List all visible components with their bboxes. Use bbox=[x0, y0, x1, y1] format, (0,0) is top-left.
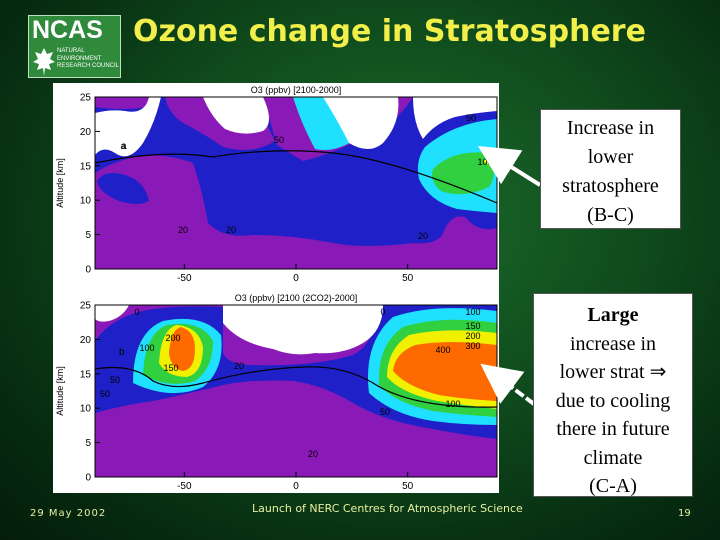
logo-word: NCAS bbox=[32, 16, 103, 44]
p1-blue-region bbox=[95, 97, 497, 246]
contour-label: 300 bbox=[465, 341, 480, 351]
contour-label: 20 bbox=[418, 231, 428, 241]
panel-1-field bbox=[95, 97, 497, 269]
callout-bottom-line-5: climate bbox=[583, 446, 643, 469]
x-tick-label: -50 bbox=[177, 273, 192, 284]
callout-bottom-line-1: increase in bbox=[569, 332, 657, 355]
p1-white-2 bbox=[203, 97, 269, 134]
panel-2: O3 (ppbv) [2100 (2CO2)-2000] Altitude [k… bbox=[55, 293, 498, 492]
contour-label: 50 bbox=[110, 375, 120, 385]
callout-top-line-1: Increase in bbox=[566, 117, 655, 139]
region-annotation: b bbox=[119, 347, 125, 358]
contour-label: 150 bbox=[163, 363, 178, 373]
footer-page-number: 19 bbox=[678, 508, 691, 519]
callout-bottom-line-6: (C-A) bbox=[589, 475, 637, 497]
y-tick-label: 15 bbox=[80, 161, 92, 172]
logo-sub-1: NATURAL bbox=[57, 48, 85, 54]
p2-orange-2 bbox=[393, 342, 497, 401]
panel-1: O3 (ppbv) [2100-2000] Altitude [km] 0 5 10… bbox=[55, 85, 498, 284]
p1-title: O3 (ppbv) [2100-2000] bbox=[251, 85, 342, 95]
y-tick-label: 25 bbox=[80, 301, 92, 312]
contour-label: 0 bbox=[380, 307, 385, 317]
callout-top-line-2: lower bbox=[587, 146, 634, 168]
p1-x-ticks: -50 0 50 bbox=[177, 264, 414, 284]
contour-label: 20 bbox=[178, 225, 188, 235]
x-tick-label: 0 bbox=[293, 481, 299, 492]
y-tick-label: 10 bbox=[80, 196, 92, 207]
contour-label: 20 bbox=[308, 449, 318, 459]
x-tick-label: -50 bbox=[177, 481, 192, 492]
y-tick-label: 0 bbox=[85, 265, 91, 276]
x-tick-label: 50 bbox=[402, 273, 414, 284]
p2-ylabel: Altitude [km] bbox=[55, 366, 65, 416]
footer-date: 29 May 2002 bbox=[30, 508, 107, 519]
contour-label: 50 bbox=[100, 389, 110, 399]
p1-white-1 bbox=[95, 97, 161, 157]
ncas-logo: NCAS NATURAL ENVIRONMENT RESEARCH COUNCI… bbox=[28, 15, 121, 78]
contour-label: 50 bbox=[274, 135, 284, 145]
contour-label: 400 bbox=[435, 345, 450, 355]
panel-2-field bbox=[95, 305, 497, 477]
y-tick-label: 15 bbox=[80, 369, 92, 380]
callout-top-line-4: (B-C) bbox=[587, 204, 634, 226]
slide-title: Ozone change in Stratosphere bbox=[133, 14, 646, 49]
callout-bottom-line-4: there in future bbox=[556, 418, 670, 440]
ozone-plots: O3 (ppbv) [2100-2000] Altitude [km] 0 5 10… bbox=[53, 83, 499, 493]
callout-bottom-bold: Large bbox=[587, 304, 639, 326]
p1-white-3 bbox=[323, 97, 399, 149]
logo-sub-3: RESEARCH COUNCIL bbox=[57, 63, 120, 69]
contour-label: 50 bbox=[380, 407, 390, 417]
p2-orange-1 bbox=[169, 327, 195, 371]
p1-y-ticks: 0 5 10 15 20 25 bbox=[80, 93, 100, 276]
y-tick-label: 25 bbox=[80, 93, 92, 104]
contour-label: 200 bbox=[465, 331, 480, 341]
contour-label: 150 bbox=[465, 321, 480, 331]
p1-ylabel: Altitude [km] bbox=[55, 158, 65, 208]
y-tick-label: 20 bbox=[80, 335, 92, 346]
callout-bottom: Large increase in lower strat ⇒ due to c… bbox=[533, 293, 693, 497]
arrow-top bbox=[477, 145, 542, 187]
contour-label: 100 bbox=[477, 157, 492, 167]
p2-x-ticks: -50 0 50 bbox=[177, 472, 414, 492]
p1-tropopause bbox=[95, 150, 497, 204]
contour-label: 200 bbox=[165, 333, 180, 343]
y-tick-label: 10 bbox=[80, 404, 92, 415]
x-tick-label: 0 bbox=[293, 273, 299, 284]
y-tick-label: 5 bbox=[85, 438, 91, 449]
logo-subtitle: NATURAL ENVIRONMENT RESEARCH COUNCIL bbox=[57, 48, 119, 71]
p1-white-4 bbox=[413, 97, 497, 139]
callout-bottom-line-2: lower strat ⇒ bbox=[559, 361, 667, 383]
contour-label: 20 bbox=[234, 361, 244, 371]
p2-white-left bbox=[95, 305, 129, 322]
contour-label: 0 bbox=[134, 307, 139, 317]
p2-y-ticks: 0 5 10 15 20 25 bbox=[80, 301, 100, 484]
contour-label: 100 bbox=[445, 399, 460, 409]
y-tick-label: 20 bbox=[80, 127, 92, 138]
p1-blue-blob bbox=[97, 173, 149, 204]
callout-top-line-3: stratosphere bbox=[562, 175, 659, 197]
y-tick-label: 0 bbox=[85, 473, 91, 484]
p2-title: O3 (ppbv) [2100 (2CO2)-2000] bbox=[235, 293, 358, 303]
contour-label: a bbox=[120, 141, 125, 151]
x-tick-label: 50 bbox=[402, 481, 414, 492]
arrow-bottom bbox=[480, 363, 536, 406]
contour-label: 100 bbox=[139, 343, 154, 353]
logo-sub-2: ENVIRONMENT bbox=[57, 55, 102, 62]
contour-label: 50 bbox=[466, 113, 476, 123]
p2-tropopause bbox=[95, 366, 497, 408]
y-tick-label: 5 bbox=[85, 230, 91, 241]
callout-bottom-line-3: due to cooling bbox=[555, 389, 671, 412]
p2-white-center bbox=[223, 305, 383, 355]
leaf-icon bbox=[33, 48, 55, 76]
region-annotation: a bbox=[121, 141, 127, 152]
callout-top: Increase in lower stratosphere (B-C) bbox=[540, 109, 681, 229]
contour-label: 100 bbox=[465, 307, 480, 317]
contour-label: 20 bbox=[226, 225, 236, 235]
footer-event: Launch of NERC Centres for Atmospheric S… bbox=[252, 502, 523, 515]
